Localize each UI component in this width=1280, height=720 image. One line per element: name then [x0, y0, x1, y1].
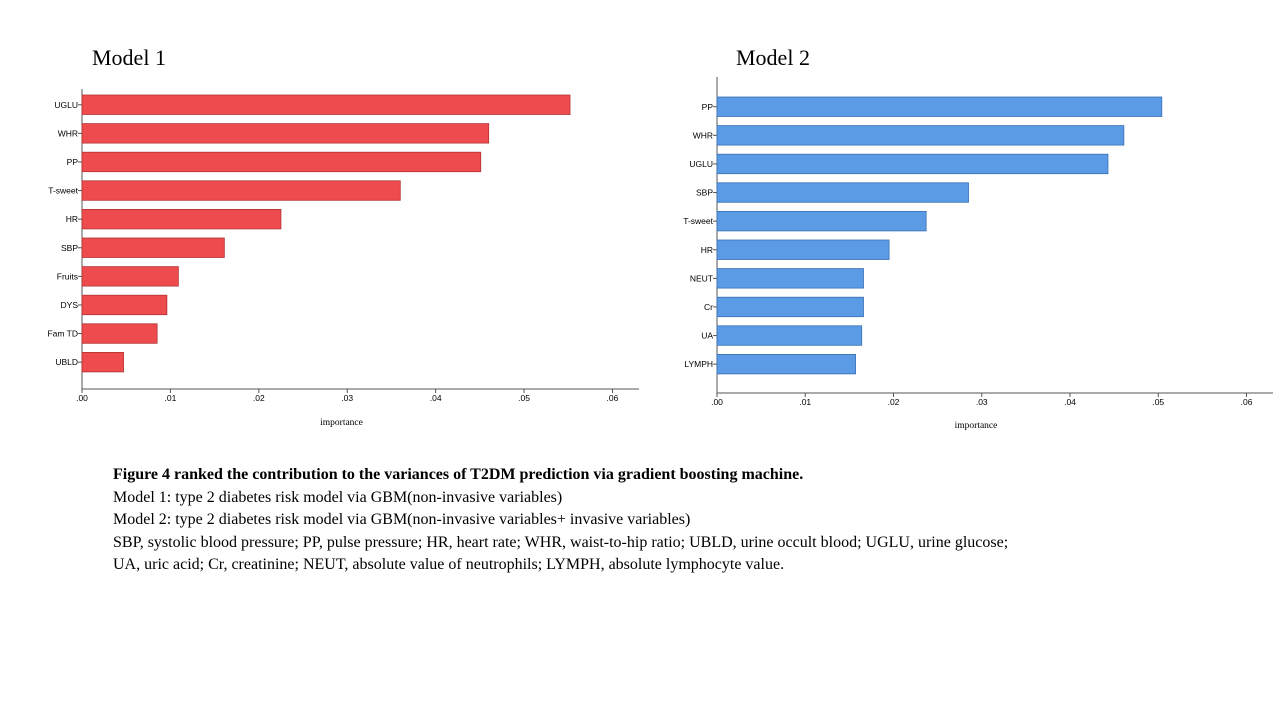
- bar: [716, 239, 890, 260]
- category-label: WHR: [693, 130, 713, 140]
- caption-abbreviations-2: UA, uric acid; Cr, creatinine; NEUT, abs…: [113, 556, 785, 573]
- category-label: SBP: [696, 188, 713, 198]
- x-axis-label: importance: [955, 421, 998, 431]
- caption-abbreviations-1: SBP, systolic blood pressure; PP, pulse …: [113, 533, 1009, 551]
- caption-model-1: Model 1: type 2 diabetes risk model via …: [113, 488, 563, 506]
- category-label: UGLU: [689, 159, 713, 169]
- category-label: T-sweet: [48, 186, 78, 196]
- category-label: NEUT: [690, 273, 713, 283]
- x-tick-label: .00: [711, 397, 723, 407]
- category-label: DYS: [61, 300, 79, 310]
- bar: [716, 268, 864, 289]
- bar: [716, 125, 1125, 146]
- x-tick-label: .03: [341, 393, 353, 403]
- bar: [716, 325, 863, 346]
- x-tick-label: .04: [430, 393, 442, 403]
- model-2-title: Model 2: [736, 45, 810, 70]
- category-label: T-sweet: [683, 216, 713, 226]
- x-tick-label: .05: [518, 393, 530, 403]
- caption-heading: Figure 4 ranked the contribution to the …: [113, 466, 804, 483]
- figure-caption: Figure 4 ranked the contribution to the …: [113, 464, 1233, 577]
- category-label: WHR: [58, 128, 78, 138]
- category-label: LYMPH: [684, 359, 713, 369]
- category-label: PP: [67, 157, 79, 167]
- bar: [716, 96, 1163, 117]
- category-label: Fam TD: [47, 329, 78, 339]
- x-tick-label: .03: [976, 397, 988, 407]
- category-label: PP: [702, 102, 714, 112]
- category-label: HR: [66, 214, 78, 224]
- category-label: Fruits: [57, 271, 78, 281]
- x-axis-label: importance: [320, 418, 363, 428]
- bar: [716, 182, 969, 203]
- category-label: Cr: [704, 302, 713, 312]
- x-tick-label: .06: [607, 393, 619, 403]
- x-tick-label: .02: [888, 397, 900, 407]
- x-tick-label: .04: [1064, 397, 1076, 407]
- category-label: UA: [701, 331, 713, 341]
- category-label: HR: [701, 245, 713, 255]
- x-tick-label: .06: [1241, 397, 1253, 407]
- bar: [716, 353, 856, 375]
- bar: [716, 210, 927, 232]
- x-tick-label: .00: [76, 393, 88, 403]
- x-tick-label: .01: [799, 397, 811, 407]
- category-label: UBLD: [55, 357, 78, 367]
- x-tick-label: .01: [164, 393, 176, 403]
- bar: [716, 153, 1109, 175]
- x-tick-label: .02: [253, 393, 265, 403]
- bar: [716, 296, 864, 318]
- model-1-title: Model 1: [92, 45, 166, 70]
- caption-model-2: Model 2: type 2 diabetes risk model via …: [113, 511, 691, 528]
- category-label: UGLU: [54, 100, 78, 110]
- category-label: SBP: [61, 243, 78, 253]
- x-tick-label: .05: [1152, 397, 1164, 407]
